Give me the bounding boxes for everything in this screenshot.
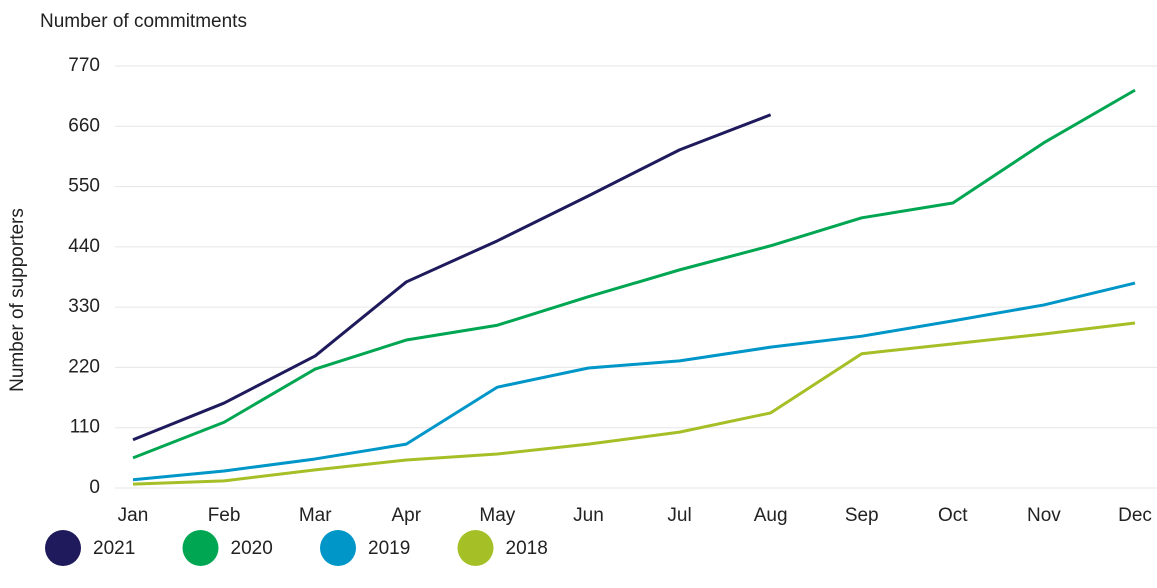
y-tick-label: 220 <box>68 356 100 377</box>
legend-label: 2021 <box>93 538 135 559</box>
x-tick-label: May <box>479 505 515 526</box>
x-tick-label: Apr <box>391 505 421 526</box>
x-tick-label: Jan <box>118 505 149 526</box>
legend-label: 2019 <box>368 538 410 559</box>
x-tick-label: Sep <box>845 505 879 526</box>
x-tick-label: Jun <box>573 505 604 526</box>
legend-label: 2018 <box>506 538 548 559</box>
line-series <box>132 281 1136 482</box>
x-tick-label: Mar <box>299 505 332 526</box>
line-series <box>132 113 772 442</box>
legend-swatch <box>457 530 494 566</box>
y-tick-label: 330 <box>68 296 100 317</box>
legend-swatch <box>320 530 356 566</box>
y-tick-label: 550 <box>68 176 100 197</box>
y-tick-label: 440 <box>68 236 100 257</box>
legend-swatch <box>45 530 81 566</box>
x-tick-label: Dec <box>1118 505 1152 526</box>
x-tick-label: Feb <box>208 505 241 526</box>
chart-title: Number of commitments <box>40 11 247 32</box>
y-tick-label: 660 <box>68 115 100 136</box>
x-tick-label: Jul <box>667 505 691 526</box>
y-tick-label: 0 <box>89 477 100 498</box>
y-tick-label: 110 <box>70 417 100 438</box>
legend-label: 2020 <box>231 538 273 559</box>
line-series <box>132 88 1136 460</box>
x-tick-label: Aug <box>754 505 788 526</box>
line-series <box>132 321 1136 486</box>
x-tick-label: Oct <box>938 505 968 526</box>
y-tick-label: 770 <box>68 55 100 76</box>
x-tick-label: Nov <box>1027 505 1061 526</box>
legend-swatch <box>182 530 219 566</box>
y-axis-label: Number of supporters <box>7 208 28 392</box>
